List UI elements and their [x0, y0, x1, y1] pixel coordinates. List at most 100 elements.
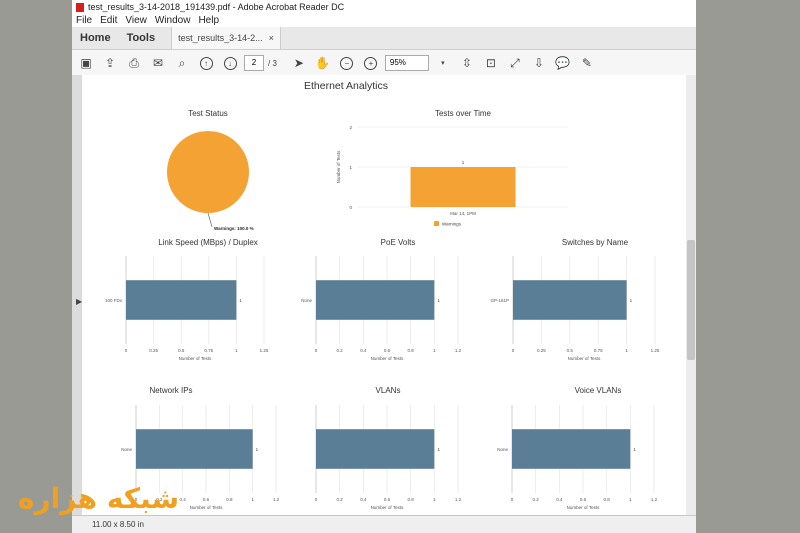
hbar-5-xtick: 0.4 [360, 497, 367, 502]
hbar-3-bar-label: 1 [630, 298, 633, 303]
hbar-6-bar-label: 1 [633, 447, 636, 452]
hbar-4-bar [136, 429, 253, 469]
time-chart-xtick: Mar 14, 1PM [450, 211, 476, 216]
zoom-select[interactable]: 95% [384, 55, 429, 71]
hbar-2-title: PoE Volts [381, 238, 416, 247]
tab-document-label: test_results_3-14-2... [178, 33, 263, 43]
tab-tools[interactable]: Tools [126, 32, 156, 44]
pdf-page: Ethernet Analytics Test Status Warnings: … [82, 75, 686, 515]
menu-file[interactable]: File [76, 15, 93, 26]
hbar-2-xlabel: Number of Tests [371, 356, 404, 361]
pdf-file-icon [76, 2, 84, 12]
page-up-icon[interactable]: ↑ [196, 54, 216, 72]
read-mode-icon[interactable]: ⇩ [533, 56, 544, 70]
hbar-4-xtick: 1 [251, 497, 254, 502]
window-title: test_results_3-14-2018_191439.pdf - Adob… [88, 2, 345, 12]
tab-bar: Home Tools test_results_3-14-2... × [72, 27, 696, 50]
toolbar: ▣ ⇪ ⎙ ✉ ⌕ ↑ ↓ 2 / 3 ➤ ✋ − + 95% ▾ ⇳ ⊡ ⤢ … [72, 50, 696, 77]
hbar-3-xtick: 0.5 [567, 348, 574, 353]
close-icon[interactable]: × [268, 33, 274, 43]
menu-bar: File Edit View Window Help [72, 14, 696, 27]
hbar-4-bar-label: 1 [256, 447, 259, 452]
hbar-2-xtick: 1 [433, 348, 436, 353]
hbar-2-xtick: 0.8 [408, 348, 415, 353]
hbar-4-xtick: 0 [135, 497, 138, 502]
hbar-6-bar [512, 429, 631, 469]
page-number-input[interactable]: 2 [244, 55, 264, 71]
hbar-1-xtick: 0.25 [149, 348, 158, 353]
tab-home[interactable]: Home [80, 32, 111, 44]
time-chart-ytick: 2 [349, 125, 352, 130]
comment-icon[interactable]: 💬 [555, 56, 571, 70]
hbar-4-xtick: 1.2 [273, 497, 280, 502]
pie-label-leader [207, 212, 213, 228]
hbar-4-xtick: 0.2 [156, 497, 163, 502]
hand-tool-icon[interactable]: ✋ [315, 56, 331, 70]
hbar-3-xtick: 1 [625, 348, 628, 353]
search-icon[interactable]: ⌕ [178, 55, 186, 70]
full-screen-icon[interactable]: ⤢ [510, 55, 520, 70]
hbar-6-xtick: 1 [629, 497, 632, 502]
hbar-2-xtick: 0 [315, 348, 318, 353]
hbar-5-xlabel: Number of Tests [371, 505, 404, 510]
hbar-3-title: Switches by Name [562, 238, 629, 247]
hbar-5-xtick: 0.8 [408, 497, 415, 502]
hbar-1-xtick: 1.25 [260, 348, 269, 353]
hbar-1-xtick: 0.75 [204, 348, 213, 353]
hbar-3-xtick: 0 [512, 348, 515, 353]
hbar-3-category: GP-161P [490, 298, 509, 303]
watermark-logo: شبکه هزاره [18, 482, 180, 515]
page-size-label: 11.00 x 8.50 in [92, 520, 144, 529]
hbar-6-xtick: 0.6 [580, 497, 587, 502]
fit-page-icon[interactable]: ⊡ [485, 56, 496, 70]
menu-window[interactable]: Window [154, 15, 191, 26]
expand-panel-icon[interactable]: ▶ [76, 297, 83, 306]
save-icon[interactable]: ▣ [80, 56, 92, 70]
scrollbar-thumb[interactable] [687, 240, 695, 360]
print-icon[interactable]: ⎙ [129, 55, 139, 70]
zoom-in-icon[interactable]: + [361, 54, 381, 72]
hbar-6-xlabel: Number of Tests [567, 505, 600, 510]
sign-pen-icon[interactable]: ✎ [581, 56, 592, 70]
mail-icon[interactable]: ✉ [152, 56, 164, 70]
hbar-2-bar-label: 1 [437, 298, 440, 303]
report-title: Ethernet Analytics [304, 80, 388, 92]
zoom-out-icon[interactable]: − [337, 54, 357, 72]
hbar-5-xtick: 0.6 [384, 497, 391, 502]
time-chart-bar-label: 1 [462, 160, 465, 165]
tab-document[interactable]: test_results_3-14-2... × [171, 27, 281, 49]
hbar-2-xtick: 0.2 [337, 348, 344, 353]
hbar-1-bar-label: 1 [239, 298, 242, 303]
hbar-6-xtick: 0.4 [556, 497, 563, 502]
menu-edit[interactable]: Edit [100, 15, 118, 26]
select-cursor-icon[interactable]: ➤ [293, 56, 304, 70]
hbar-2-xtick: 1.2 [455, 348, 462, 353]
upload-icon[interactable]: ⇪ [104, 56, 116, 70]
scroll-mode-icon[interactable]: ⇳ [461, 56, 472, 70]
zoom-dropdown-icon[interactable]: ▾ [441, 60, 445, 67]
hbar-4-category: None [121, 447, 132, 452]
menu-view[interactable]: View [125, 15, 147, 26]
page-down-icon[interactable]: ↓ [220, 54, 240, 72]
document-area: ▶ Ethernet Analytics Test Status Warnings… [72, 75, 696, 515]
hbar-6-xtick: 0 [511, 497, 514, 502]
time-chart-ytick: 0 [349, 205, 352, 210]
title-bar: test_results_3-14-2018_191439.pdf - Adob… [72, 0, 696, 14]
menu-help[interactable]: Help [198, 15, 220, 26]
hbar-3-xlabel: Number of Tests [568, 356, 601, 361]
time-chart-title: Tests over Time [435, 109, 492, 118]
hbar-1-xtick: 0 [125, 348, 128, 353]
hbar-1-xlabel: Number of Tests [179, 356, 212, 361]
hbar-4-xlabel: Number of Tests [190, 505, 223, 510]
vertical-scrollbar[interactable] [686, 75, 696, 515]
hbar-2-xtick: 0.4 [360, 348, 367, 353]
report-charts: Ethernet Analytics Test Status Warnings: … [105, 80, 660, 510]
hbar-2-category: None [301, 298, 312, 303]
pie-slice-warnings [167, 131, 249, 213]
hbar-4-xtick: 0.8 [226, 497, 233, 502]
hbar-6-xtick: 0.8 [604, 497, 611, 502]
hbar-5-bar [316, 429, 435, 469]
hbar-2-bar [316, 280, 435, 320]
legend-swatch-warnings [434, 221, 439, 226]
hbar-6-xtick: 1.2 [651, 497, 658, 502]
